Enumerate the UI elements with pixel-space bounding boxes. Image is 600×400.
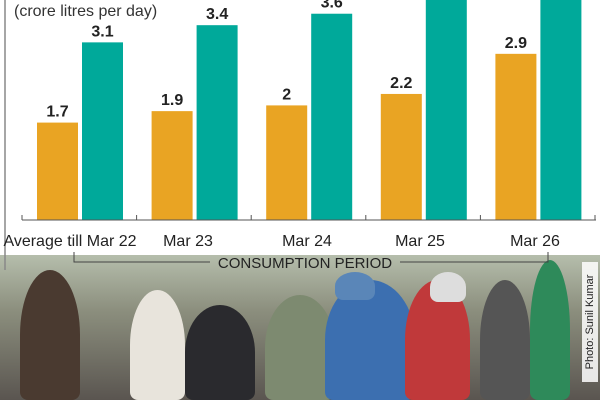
bar-a (380, 93, 422, 220)
data-label: 3.1 (91, 23, 113, 40)
data-label: 2 (282, 86, 291, 103)
data-label: 2.2 (390, 75, 412, 92)
category-label: Mar 25 (395, 233, 445, 250)
x-axis-title: CONSUMPTION PERIOD (218, 255, 392, 270)
bar-b (540, 0, 582, 220)
photo-credit: Photo: Sunil Kumar (582, 262, 598, 382)
photo-figure (335, 272, 375, 300)
bar-b (425, 0, 467, 220)
bar-b (82, 42, 123, 221)
data-label: 3.4 (206, 6, 228, 23)
data-label: 1.7 (46, 104, 68, 121)
photo-figure (265, 295, 335, 400)
unit-label: (crore litres per day) (14, 3, 157, 20)
category-label: Mar 23 (163, 233, 213, 250)
data-label: 1.9 (161, 92, 183, 109)
category-label: Average till Mar 22 (3, 233, 136, 250)
photo-figure (185, 305, 255, 400)
bar-a (266, 105, 308, 220)
background-photo (0, 250, 600, 400)
photo-figure (325, 280, 415, 400)
bar-a (37, 122, 78, 220)
bar-chart: (crore litres per day) 1.7 3.1 1.9 3.4 2 3.6 2… (3, 0, 596, 270)
photo-figure (530, 260, 570, 400)
photo-figure (480, 280, 530, 400)
category-label: Mar 26 (510, 233, 560, 250)
bar-b (311, 13, 353, 220)
photo-figure (130, 290, 185, 400)
photo-figure (430, 272, 466, 302)
bar-a (151, 111, 193, 220)
photo-figure (20, 270, 80, 400)
category-label: Mar 24 (282, 233, 332, 250)
data-label: 3.6 (321, 0, 343, 12)
bar-b (196, 25, 238, 221)
data-label: 2.9 (505, 35, 527, 52)
photo-credit-text: Photo: Sunil Kumar (584, 274, 596, 370)
bar-a (495, 53, 537, 220)
